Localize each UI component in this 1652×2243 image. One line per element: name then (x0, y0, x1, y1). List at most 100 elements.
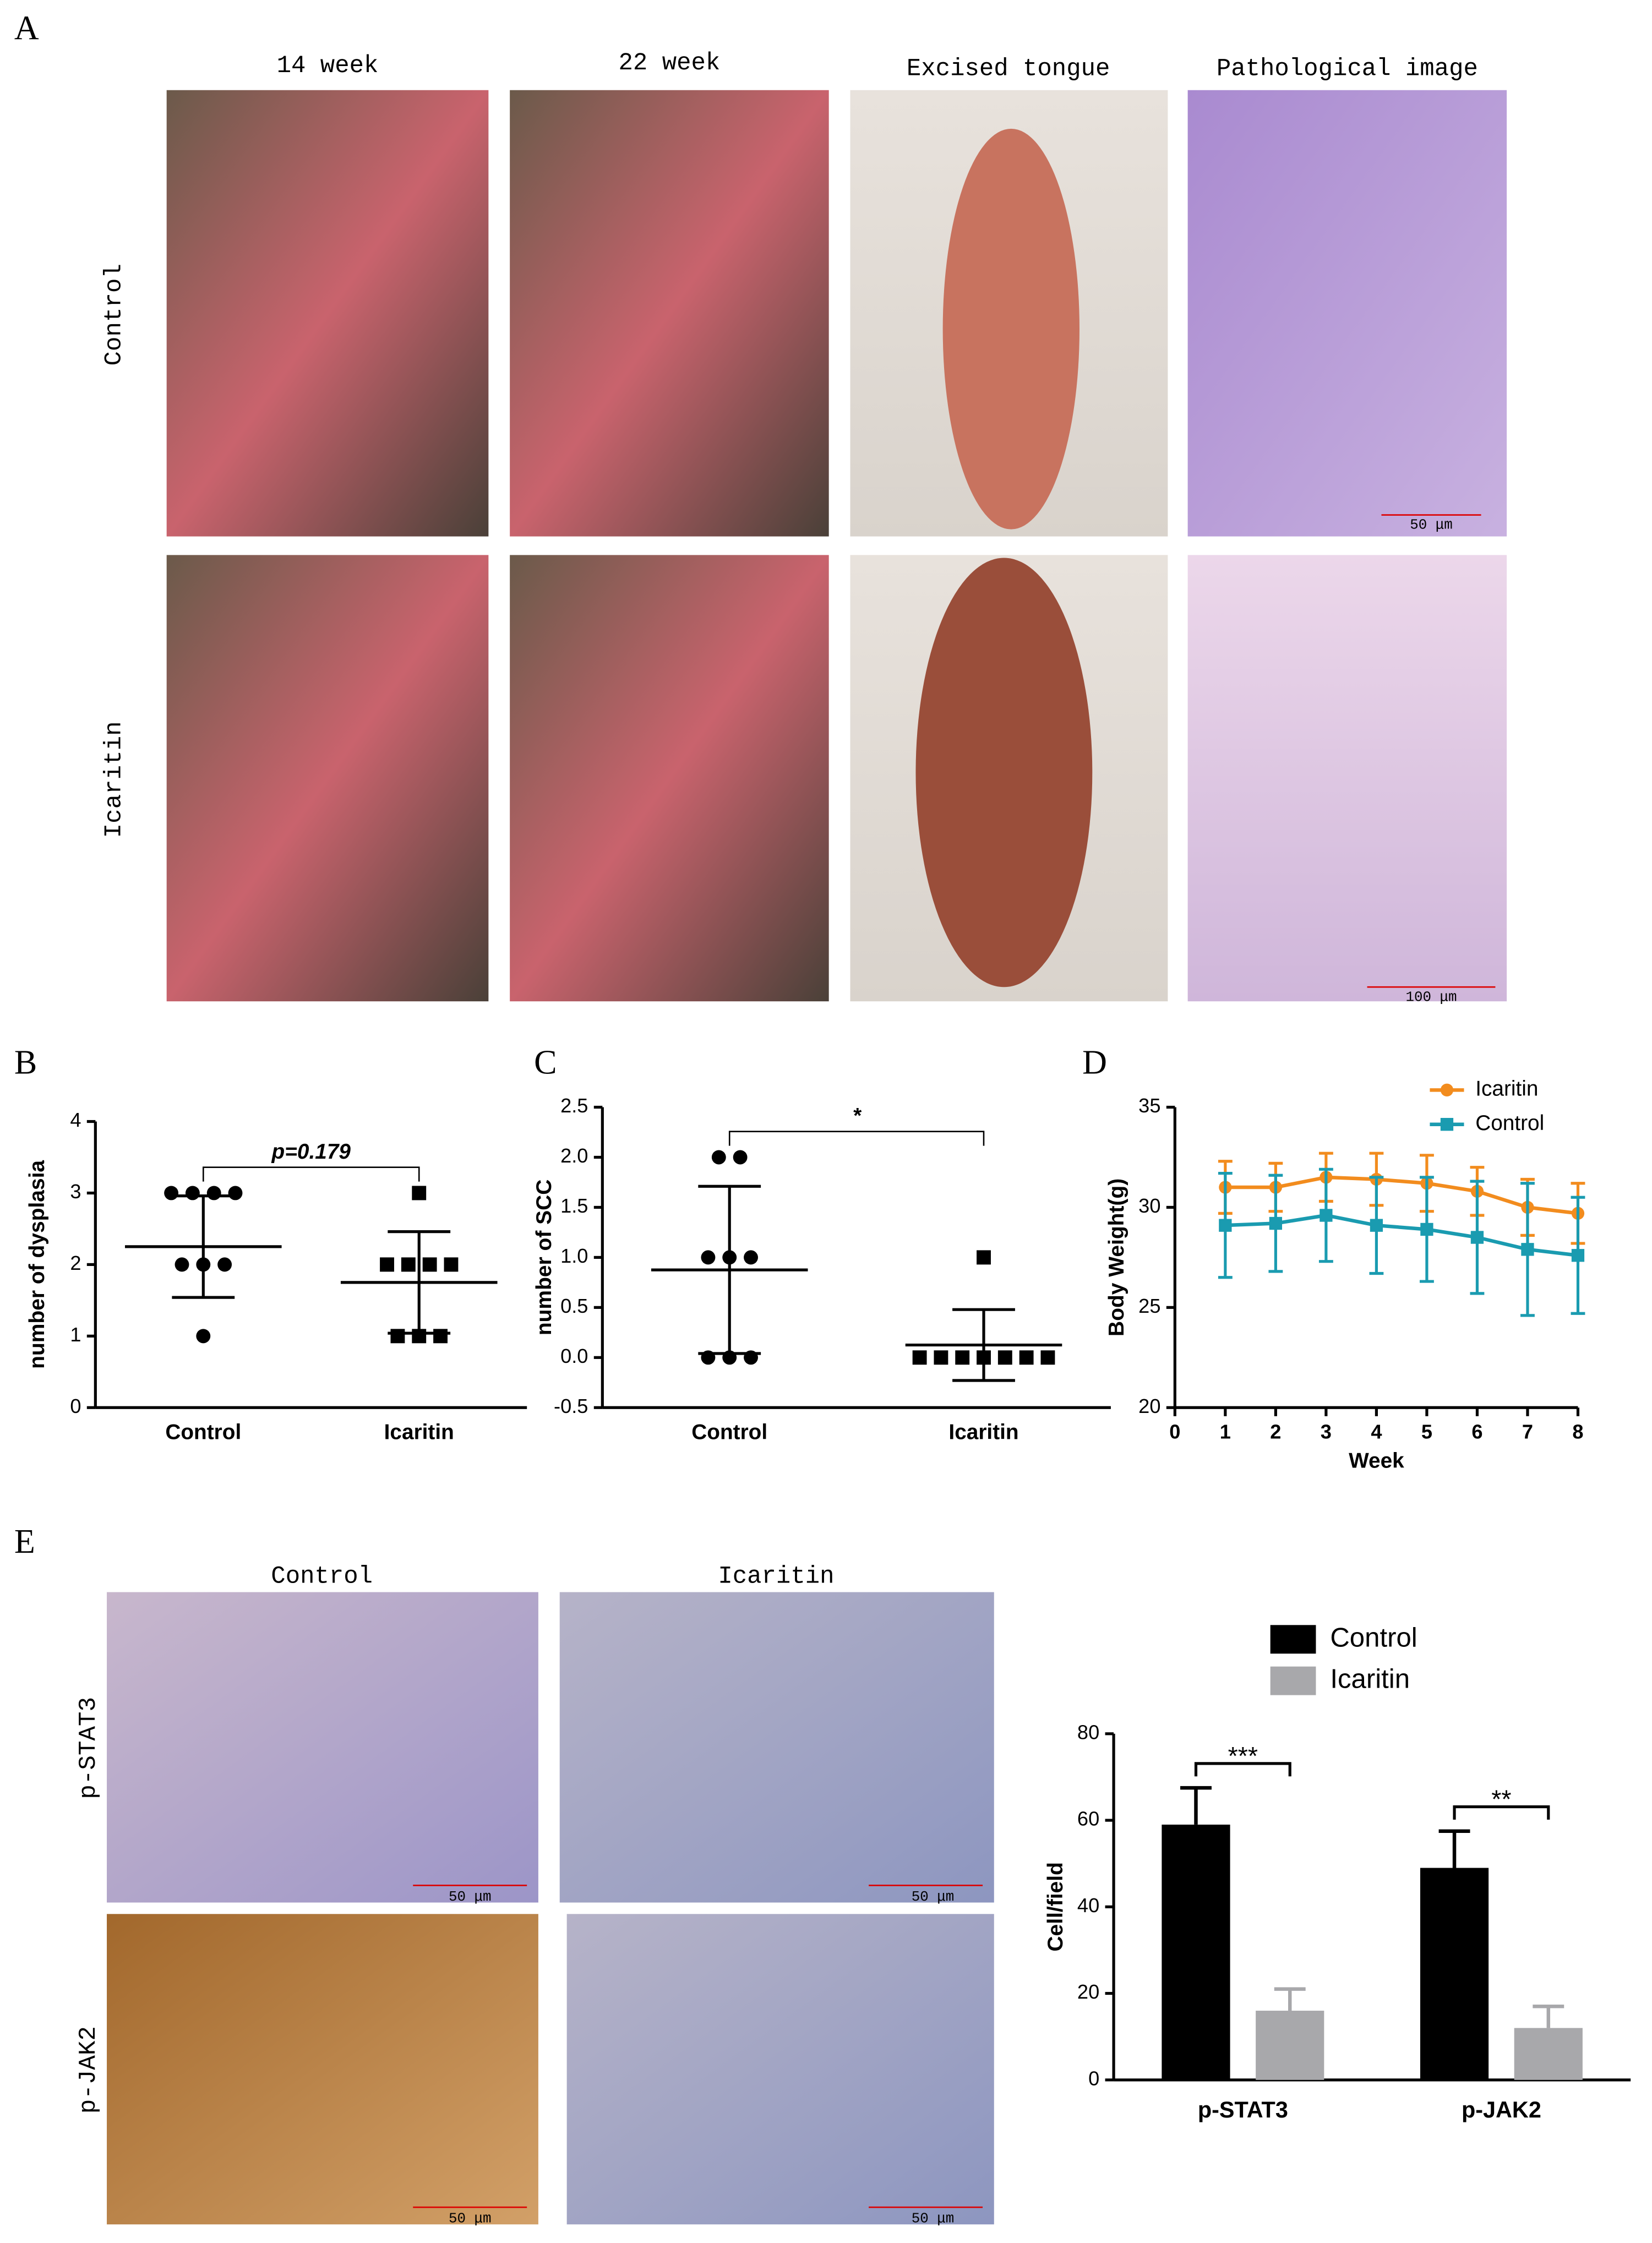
panel-label: A (14, 9, 39, 47)
y-tick-label: 25 (1138, 1295, 1160, 1317)
data-point (390, 1329, 405, 1344)
photo (1187, 555, 1507, 1002)
y-tick-label: 60 (1077, 1808, 1099, 1830)
x-tick-label: 3 (1321, 1421, 1332, 1443)
y-tick-label: 35 (1138, 1094, 1160, 1117)
panel-a-labels: 14 week 22 week Excised tongue Pathologi… (101, 50, 1478, 1005)
data-point (1440, 1083, 1454, 1097)
y-tick-label: 40 (1077, 1894, 1099, 1917)
photo (166, 90, 489, 537)
series-line (1225, 1175, 1578, 1215)
legend-label: Control (1475, 1111, 1544, 1135)
annotation: *** (1228, 1742, 1258, 1770)
data-point (733, 1150, 748, 1165)
data-point (401, 1257, 416, 1272)
significance-bracket (1194, 1762, 1291, 1777)
data-point (444, 1257, 459, 1272)
y-tick-label: -0.5 (554, 1395, 588, 1417)
photo (566, 1914, 994, 2225)
y-tick-label: 1 (70, 1323, 81, 1346)
photo (107, 1914, 538, 2225)
data-point (412, 1186, 427, 1200)
data-point (1440, 1118, 1454, 1131)
column-label: Pathological image (1217, 55, 1478, 83)
data-point (380, 1257, 394, 1272)
y-tick-label: 2.0 (560, 1144, 588, 1167)
tongue (915, 558, 1093, 987)
data-point (1571, 1249, 1585, 1262)
chart: 20 25 30 35 Body Weight(g) 0 1 2 3 4 5 6 7 8 Week Icari… (1105, 1077, 1585, 1472)
photo (107, 1592, 538, 1903)
y-axis-label: Body Weight(g) (1105, 1178, 1128, 1336)
column-label: 14 week (277, 52, 379, 80)
photo (1187, 90, 1507, 537)
panel-label: D (1082, 1044, 1107, 1081)
scale-bar-label: 50 μm (449, 1889, 492, 1905)
data-point (433, 1329, 448, 1344)
y-tick-label: 1.5 (560, 1194, 588, 1217)
row-label: p-STAT3 (75, 1697, 102, 1799)
data-point (228, 1186, 243, 1200)
column-label: Control (271, 1563, 373, 1591)
y-tick-label: 0.5 (560, 1295, 588, 1317)
photo (559, 1592, 994, 1903)
bar (1514, 2028, 1583, 2080)
legend-label: Icaritin (1475, 1077, 1538, 1101)
data-point (164, 1186, 179, 1200)
x-tick-label: 7 (1522, 1421, 1533, 1443)
scale-bar-label: 50 μm (912, 2211, 955, 2227)
x-tick-label: Icaritin (384, 1420, 454, 1444)
y-axis-label: Cell/field (1044, 1862, 1067, 1951)
scale-bar-label: 50 μm (449, 2211, 492, 2227)
data-point (175, 1257, 189, 1272)
y-tick-label: 0 (1088, 2067, 1099, 2089)
column-label: 22 week (619, 50, 721, 77)
y-axis-label: number of SCC (532, 1180, 556, 1336)
row-label: p-JAK2 (75, 2026, 102, 2114)
panel-e-photos (107, 1592, 994, 2225)
y-tick-label: 1.0 (560, 1245, 588, 1267)
x-tick-label: Icaritin (948, 1420, 1018, 1444)
y-tick-label: 0 (70, 1395, 81, 1417)
y-tick-label: 3 (70, 1180, 81, 1203)
x-tick-label: 2 (1270, 1421, 1281, 1443)
data-point (997, 1350, 1012, 1365)
data-point (744, 1250, 758, 1265)
column-label: Excised tongue (907, 55, 1110, 83)
legend-label: Icaritin (1330, 1664, 1410, 1694)
data-point (1521, 1243, 1534, 1256)
data-point (1320, 1209, 1333, 1222)
data-point (217, 1257, 232, 1272)
photo (166, 555, 489, 1002)
data-point (1040, 1350, 1055, 1365)
data-point (977, 1250, 991, 1265)
panel-a-photos (166, 90, 1507, 1002)
scale-bar-label: 50 μm (1410, 517, 1453, 533)
photo (510, 555, 829, 1002)
tongue (942, 128, 1079, 530)
data-point (1370, 1219, 1383, 1232)
y-tick-label: 20 (1077, 1980, 1099, 2003)
annotation: p=0.179 (271, 1140, 351, 1164)
bar (1256, 2010, 1324, 2080)
photo (510, 90, 829, 537)
significance-bracket (728, 1131, 985, 1146)
significance-bracket (203, 1166, 420, 1182)
row-label: Control (101, 264, 128, 366)
data-point (934, 1350, 948, 1365)
chart: -0.5 0.0 0.5 1.0 1.5 2.0 2.5 number of SCC Contr… (532, 1094, 1111, 1444)
data-point (701, 1250, 716, 1265)
scale-bar-label: 50 μm (912, 1889, 955, 1905)
y-tick-label: 2 (70, 1252, 81, 1274)
data-point (185, 1186, 200, 1200)
data-point (206, 1186, 221, 1200)
x-tick-label: p-JAK2 (1462, 2097, 1541, 2122)
data-point (711, 1150, 726, 1165)
data-point (196, 1329, 211, 1344)
annotation: ** (1491, 1784, 1511, 1813)
data-point (1420, 1223, 1433, 1236)
data-point (1019, 1350, 1034, 1365)
x-tick-label: Control (691, 1420, 767, 1444)
